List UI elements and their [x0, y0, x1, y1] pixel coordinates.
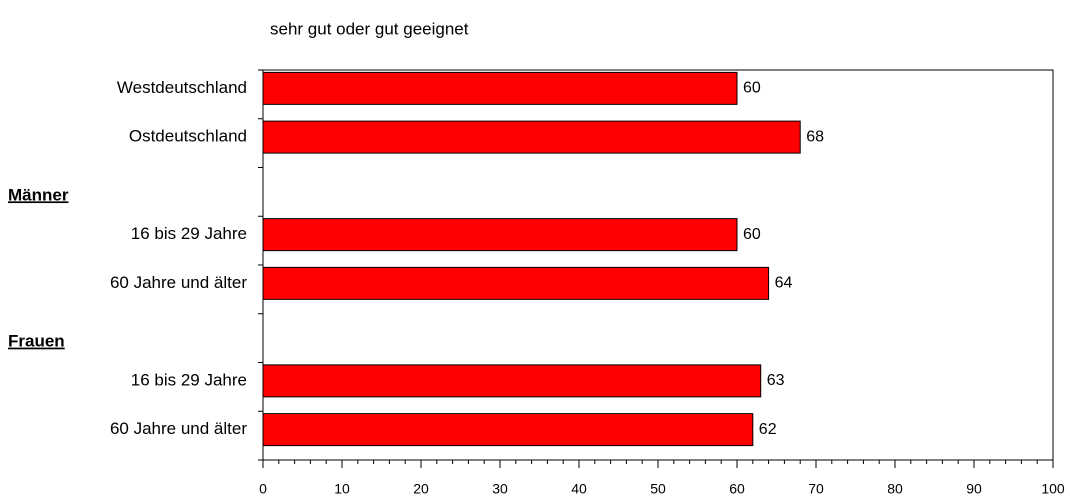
- x-tick-label: 30: [492, 481, 508, 496]
- value-label: 64: [775, 275, 793, 292]
- x-tick-label: 90: [966, 481, 982, 496]
- value-label: 60: [743, 226, 761, 243]
- x-tick-label: 40: [571, 481, 587, 496]
- y-tick-label: 16 bis 29 Jahre: [131, 370, 247, 389]
- group-header: Männer: [8, 185, 69, 204]
- group-header: Frauen: [8, 332, 65, 351]
- y-tick-label: 60 Jahre und älter: [110, 419, 247, 438]
- bar: [262, 71, 738, 105]
- y-tick-label: 16 bis 29 Jahre: [131, 224, 247, 243]
- bar: [262, 413, 754, 447]
- x-tick-label: 60: [729, 481, 745, 496]
- chart-title: sehr gut oder gut geeignet: [270, 19, 469, 38]
- x-tick-label: 100: [1041, 481, 1065, 496]
- x-tick-label: 20: [413, 481, 429, 496]
- y-tick-label: Westdeutschland: [117, 78, 247, 97]
- value-label: 68: [806, 128, 824, 145]
- value-label: 63: [767, 372, 785, 389]
- y-tick-label: Ostdeutschland: [129, 127, 247, 146]
- y-tick-label: 60 Jahre und älter: [110, 273, 247, 292]
- bar: [262, 266, 770, 300]
- value-label: 60: [743, 80, 761, 97]
- value-label: 62: [759, 421, 777, 438]
- x-tick-label: 70: [808, 481, 824, 496]
- bar: [262, 120, 801, 154]
- x-tick-label: 0: [259, 481, 267, 496]
- bar: [262, 218, 738, 252]
- x-tick-label: 10: [334, 481, 350, 496]
- x-tick-label: 80: [887, 481, 903, 496]
- bar: [262, 364, 762, 398]
- x-tick-label: 50: [650, 481, 666, 496]
